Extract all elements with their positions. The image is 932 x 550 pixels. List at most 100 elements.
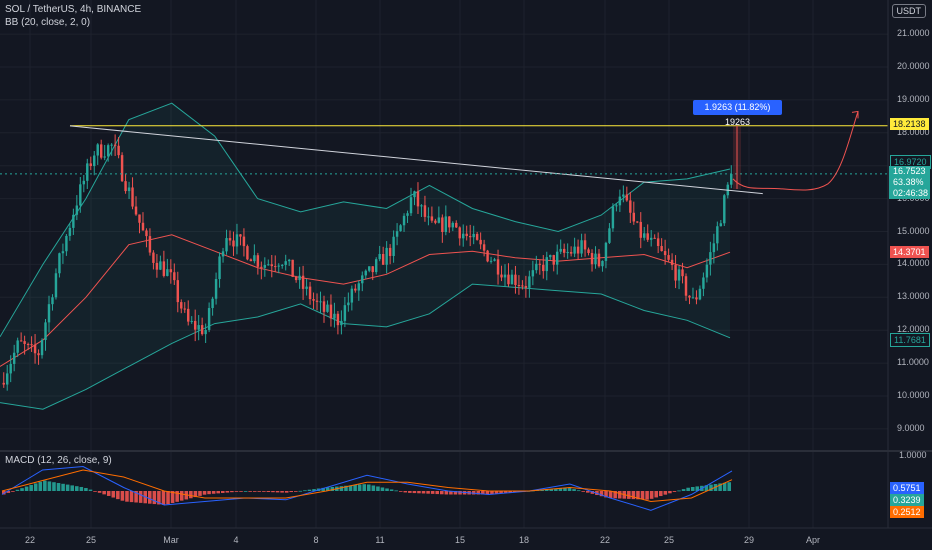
macd-histogram-bar (668, 491, 672, 494)
macd-histogram-bar (663, 491, 668, 495)
candle-body (86, 163, 89, 181)
bollinger-band-fill (0, 103, 730, 410)
candle-body (416, 191, 420, 207)
candle-body (667, 255, 670, 260)
candle-body (719, 223, 723, 227)
candle-body (573, 246, 576, 254)
resistance-price-tag: 18.2138 (890, 118, 929, 130)
macd-histogram-bar (138, 491, 143, 503)
macd-histogram-bar (43, 480, 47, 491)
candle-body (545, 257, 548, 272)
macd-histogram-bar (558, 488, 563, 491)
macd-histogram-bar (321, 487, 325, 491)
candle-body (120, 155, 124, 182)
macd-histogram-bar (718, 483, 722, 491)
macd-histogram-bar (567, 487, 572, 491)
candle-body (68, 227, 72, 236)
macd-histogram-bar (189, 491, 193, 499)
symbol-legend[interactable]: SOL / TetherUS, 4h, BINANCE (5, 4, 142, 15)
macd-histogram-bar (586, 491, 590, 493)
candle-body (388, 247, 392, 256)
currency-button[interactable]: USDT (891, 4, 926, 18)
candle-body (106, 145, 110, 157)
macd-histogram-bar (695, 486, 700, 491)
candle-body (183, 308, 186, 310)
macd-histogram-bar (211, 491, 216, 494)
macd-histogram-bar (371, 485, 376, 491)
macd-histogram-bar (686, 487, 690, 491)
macd-histogram-bar (563, 487, 567, 491)
macd-histogram-bar (202, 491, 207, 495)
macd-histogram-bar (111, 491, 116, 498)
candle-body (663, 251, 667, 256)
descending-trend-line[interactable] (69, 125, 764, 195)
macd-histogram-bar (207, 491, 211, 495)
lower-band-tag: 11.7681 (890, 333, 930, 347)
macd-histogram-bar (15, 489, 20, 491)
macd-histogram-bar (636, 491, 640, 500)
macd-histogram-bar (166, 491, 170, 505)
macd-histogram-bar (376, 486, 380, 491)
candle-body (688, 295, 691, 298)
candle-body (698, 288, 702, 300)
time-tick-label: 4 (233, 535, 239, 545)
macd-legend[interactable]: MACD (12, 26, close, 9) (5, 455, 112, 466)
candle-body (298, 275, 301, 281)
candle-body (427, 216, 430, 218)
candle-body (315, 300, 319, 302)
candle-body (256, 255, 260, 267)
macd-histogram-bar (490, 491, 494, 495)
macd-histogram-bar (394, 490, 398, 492)
macd-histogram-bar (307, 489, 312, 491)
candle-body (176, 280, 180, 303)
candle-body (381, 254, 385, 265)
candle-body (406, 213, 409, 216)
macd-histogram-bar (61, 483, 65, 491)
candle-body (30, 344, 33, 346)
candle-body (33, 344, 37, 354)
basis-price-tag: 14.3701 (890, 246, 929, 258)
candle-body (19, 340, 23, 342)
candle-body (611, 206, 615, 229)
price-tick-label: 12.0000 (897, 324, 930, 335)
candle-body (709, 252, 712, 265)
candle-body (354, 288, 357, 291)
macd-histogram-bar (604, 491, 608, 498)
price-tick-label: 13.0000 (897, 291, 930, 302)
bollinger-legend[interactable]: BB (20, close, 2, 0) (5, 17, 91, 28)
candle-body (211, 298, 214, 309)
candle-body (193, 320, 197, 330)
macd-histogram-bar (389, 489, 394, 491)
grid-lines (0, 0, 888, 528)
candle-body (280, 264, 284, 266)
macd-histogram-bar (444, 491, 449, 495)
macd-histogram-bar (294, 491, 298, 492)
candle-body (413, 191, 416, 198)
candle-body (524, 286, 528, 288)
candle-body (253, 255, 256, 262)
candle-body (441, 217, 444, 233)
macd-histogram-bar (24, 486, 29, 491)
macd-histogram-bar (403, 491, 408, 493)
projection-path[interactable] (732, 111, 859, 191)
time-tick-label: 22 (599, 535, 611, 545)
projection-arrow-icon (851, 110, 859, 119)
candle-body (681, 269, 684, 277)
macd-histogram-bar (672, 491, 677, 492)
macd-histogram-bar (280, 491, 284, 493)
macd-histogram-bar (513, 491, 517, 493)
candle-body (312, 299, 315, 301)
macd-histogram-bar (116, 491, 120, 500)
macd-histogram-bar (690, 487, 695, 491)
candle-body (597, 253, 601, 267)
candle-body (402, 215, 406, 226)
candle-body (138, 214, 141, 223)
candle-body (528, 276, 531, 288)
candle-body (566, 252, 569, 254)
candle-body (629, 200, 632, 213)
macd-histogram-bar (659, 491, 663, 497)
price-tick-label: 11.0000 (897, 357, 929, 368)
macd-histogram-bar (325, 487, 330, 491)
macd-histogram-bar (339, 486, 344, 491)
